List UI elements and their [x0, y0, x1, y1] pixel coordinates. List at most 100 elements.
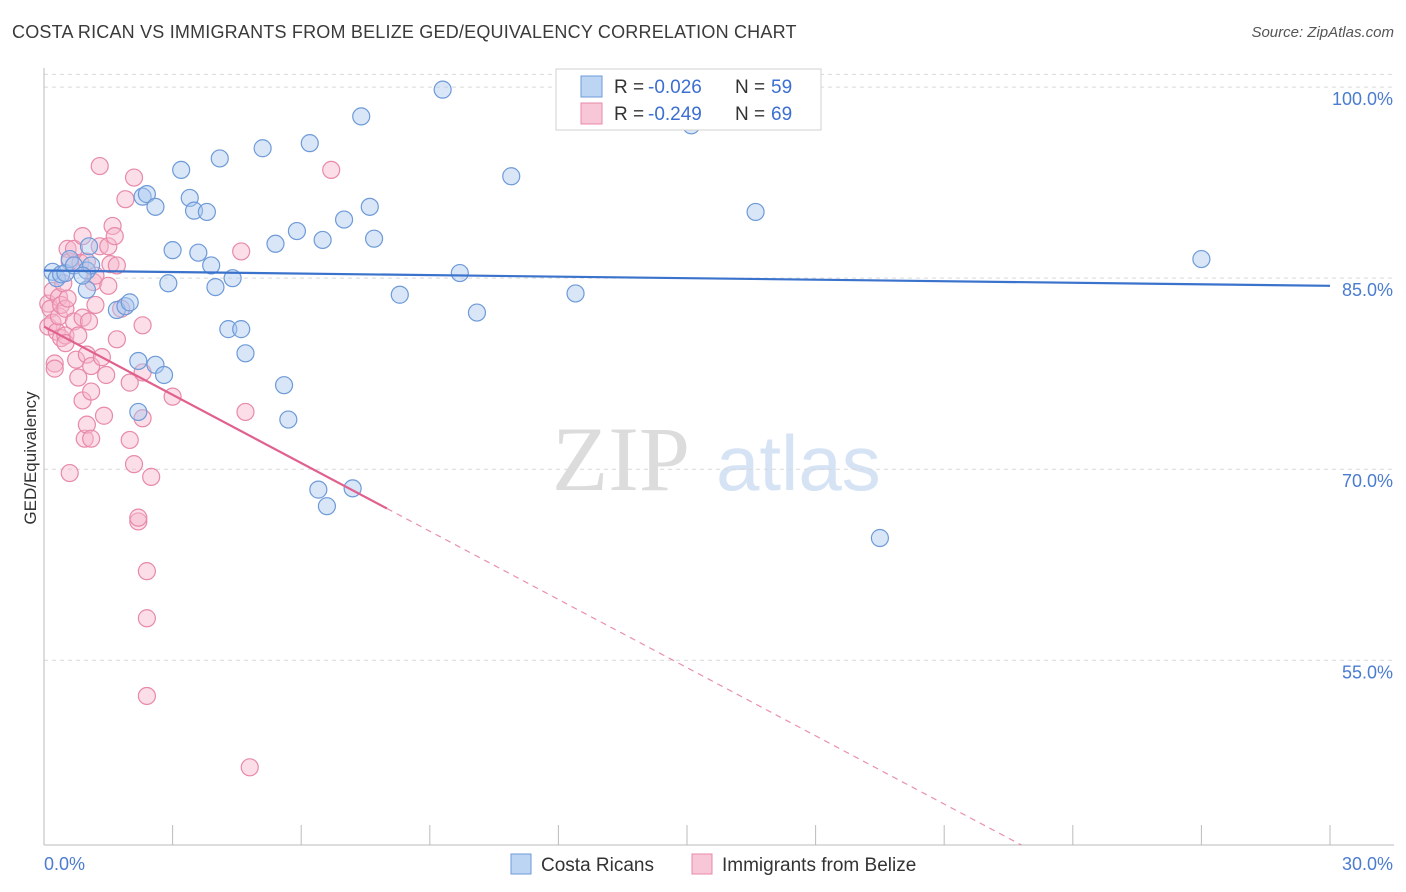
- trendline-costa-rican: [43, 269, 1331, 287]
- point-costa-rican: [566, 284, 585, 303]
- point-costa-rican: [300, 134, 319, 153]
- point-costa-rican: [137, 185, 156, 204]
- point-belize: [120, 430, 139, 450]
- point-costa-rican: [309, 480, 328, 499]
- point-costa-rican: [206, 277, 225, 297]
- legend-n-value-1: 59: [771, 77, 792, 98]
- point-belize: [77, 415, 96, 434]
- point-costa-rican: [433, 80, 452, 99]
- legend-r-value-1: -0.026: [648, 77, 702, 98]
- point-belize: [97, 365, 116, 385]
- series-costa-rican-points: [43, 80, 1211, 548]
- legend-r-value-2: -0.249: [648, 104, 702, 125]
- legend-box: R = -0.026 N = 59 R = -0.249 N = 69: [555, 68, 822, 131]
- point-belize: [79, 312, 99, 331]
- point-costa-rican: [746, 202, 765, 222]
- point-costa-rican: [287, 221, 307, 241]
- point-belize: [75, 429, 94, 448]
- point-belize: [107, 330, 126, 349]
- point-costa-rican: [219, 320, 238, 339]
- point-belize: [99, 237, 118, 256]
- bottom-legend: Costa Ricans Immigrants from Belize: [510, 853, 916, 876]
- point-belize: [240, 758, 259, 777]
- point-belize: [101, 255, 120, 274]
- y-axis-label: GED/Equivalency: [21, 391, 40, 525]
- x-tick-label-min: 0.0%: [44, 854, 85, 874]
- watermark-zip: ZIP: [552, 408, 690, 510]
- point-costa-rican: [870, 528, 890, 548]
- legend-n-label-2: N =: [735, 104, 765, 125]
- legend-n-label-1: N =: [735, 77, 765, 98]
- axes: [43, 68, 1394, 846]
- point-costa-rican: [232, 320, 251, 339]
- point-belize: [73, 227, 92, 246]
- point-costa-rican: [223, 269, 242, 288]
- legend-r-label-1: R =: [614, 77, 644, 98]
- point-belize: [60, 463, 79, 483]
- point-belize: [124, 168, 144, 187]
- point-costa-rican: [390, 285, 409, 304]
- point-costa-rican: [197, 202, 216, 222]
- trendline-belize: [43, 325, 388, 510]
- point-belize: [45, 359, 64, 378]
- point-costa-rican: [253, 139, 272, 158]
- point-belize: [45, 354, 64, 373]
- point-belize: [120, 373, 139, 392]
- y-tick-label: 100.0%: [1332, 89, 1393, 109]
- point-costa-rican: [73, 266, 92, 285]
- point-costa-rican: [189, 243, 208, 262]
- point-costa-rican: [154, 365, 174, 385]
- point-costa-rican: [129, 402, 148, 422]
- point-belize: [124, 455, 144, 474]
- point-costa-rican: [129, 351, 148, 371]
- point-belize: [322, 160, 341, 180]
- point-belize: [105, 227, 124, 246]
- point-belize: [137, 562, 156, 581]
- point-belize: [69, 368, 88, 387]
- point-belize: [137, 686, 156, 706]
- legend-swatch-pink: [580, 102, 603, 125]
- point-belize: [137, 609, 156, 628]
- point-belize: [133, 316, 152, 335]
- bottom-legend-swatch-pink: [691, 853, 713, 875]
- point-costa-rican: [159, 274, 178, 293]
- bottom-legend-swatch-blue: [510, 853, 532, 875]
- point-belize: [142, 467, 161, 486]
- x-tick-label-max: 30.0%: [1342, 854, 1393, 874]
- x-ticks: [43, 825, 1331, 845]
- point-costa-rican: [266, 234, 285, 253]
- chart-title: COSTA RICAN VS IMMIGRANTS FROM BELIZE GE…: [12, 22, 797, 42]
- point-costa-rican: [279, 410, 298, 429]
- bottom-legend-label-costa-ricans: Costa Ricans: [541, 855, 654, 876]
- point-costa-rican: [274, 376, 294, 395]
- point-costa-rican: [1192, 249, 1211, 269]
- chart-source: Source: ZipAtlas.com: [1251, 24, 1394, 41]
- legend-r-label-2: R =: [614, 104, 644, 125]
- y-tick-label: 85.0%: [1342, 280, 1393, 300]
- point-costa-rican: [146, 197, 165, 216]
- y-tick-label: 70.0%: [1342, 471, 1393, 491]
- y-tick-label: 55.0%: [1342, 662, 1393, 682]
- watermark-atlas: atlas: [716, 419, 881, 507]
- point-belize: [58, 289, 77, 308]
- point-costa-rican: [364, 229, 384, 248]
- legend-swatch-blue: [580, 75, 603, 98]
- point-costa-rican: [79, 237, 99, 256]
- point-belize: [82, 429, 101, 448]
- y-tick-labels: 55.0% 70.0% 85.0% 100.0%: [1332, 89, 1393, 682]
- point-costa-rican: [352, 107, 371, 126]
- point-belize: [129, 508, 148, 527]
- point-costa-rican: [210, 149, 229, 168]
- point-costa-rican: [317, 497, 337, 516]
- point-belize: [236, 402, 255, 422]
- point-belize: [64, 312, 84, 331]
- point-costa-rican: [120, 293, 139, 312]
- point-costa-rican: [184, 201, 204, 220]
- point-belize: [107, 256, 126, 275]
- point-costa-rican: [163, 241, 182, 260]
- point-costa-rican: [467, 303, 487, 322]
- point-belize: [86, 295, 105, 315]
- point-belize: [94, 406, 114, 425]
- point-belize: [116, 190, 135, 209]
